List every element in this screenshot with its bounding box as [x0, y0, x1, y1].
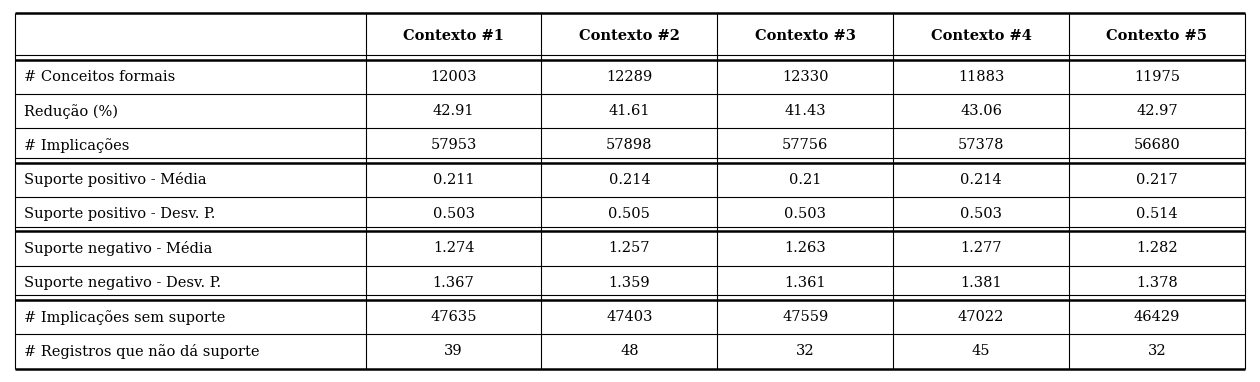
Text: 0.503: 0.503: [960, 207, 1002, 221]
Text: 42.91: 42.91: [432, 104, 474, 118]
Text: 12289: 12289: [606, 70, 653, 84]
Text: 47559: 47559: [782, 310, 828, 324]
Text: Suporte negativo - Desv. P.: Suporte negativo - Desv. P.: [24, 276, 220, 290]
Text: 57378: 57378: [958, 138, 1004, 152]
Text: 0.211: 0.211: [432, 173, 474, 187]
Text: 0.514: 0.514: [1137, 207, 1178, 221]
Text: 57898: 57898: [606, 138, 653, 152]
Text: 46429: 46429: [1134, 310, 1181, 324]
Text: 0.214: 0.214: [960, 173, 1002, 187]
Text: 1.361: 1.361: [785, 276, 827, 290]
Text: # Registros que não dá suporte: # Registros que não dá suporte: [24, 344, 260, 359]
Text: 47403: 47403: [606, 310, 653, 324]
Text: 11975: 11975: [1134, 70, 1179, 84]
Text: 0.505: 0.505: [609, 207, 650, 221]
Text: Suporte positivo - Desv. P.: Suporte positivo - Desv. P.: [24, 207, 215, 221]
Text: 42.97: 42.97: [1137, 104, 1178, 118]
Text: 0.217: 0.217: [1137, 173, 1178, 187]
Text: 1.381: 1.381: [960, 276, 1002, 290]
Text: 56680: 56680: [1134, 138, 1181, 152]
Text: 47022: 47022: [958, 310, 1004, 324]
Text: 32: 32: [796, 345, 814, 358]
Text: Suporte negativo - Média: Suporte negativo - Média: [24, 241, 213, 256]
Text: 0.503: 0.503: [432, 207, 475, 221]
Text: 1.378: 1.378: [1137, 276, 1178, 290]
Text: 41.43: 41.43: [785, 104, 827, 118]
Text: 12003: 12003: [430, 70, 476, 84]
Text: 32: 32: [1148, 345, 1167, 358]
Text: # Conceitos formais: # Conceitos formais: [24, 70, 175, 84]
Text: # Implicações sem suporte: # Implicações sem suporte: [24, 310, 226, 325]
Text: 45: 45: [971, 345, 990, 358]
Text: Contexto #4: Contexto #4: [931, 29, 1032, 44]
Text: 0.21: 0.21: [789, 173, 822, 187]
Text: 0.214: 0.214: [609, 173, 650, 187]
Text: Contexto #2: Contexto #2: [578, 29, 680, 44]
Text: 43.06: 43.06: [960, 104, 1002, 118]
Text: 41.61: 41.61: [609, 104, 650, 118]
Text: Contexto #5: Contexto #5: [1106, 29, 1207, 44]
Text: 1.359: 1.359: [609, 276, 650, 290]
Text: 1.277: 1.277: [960, 241, 1002, 256]
Text: Redução (%): Redução (%): [24, 104, 118, 118]
Text: 1.282: 1.282: [1137, 241, 1178, 256]
Text: 48: 48: [620, 345, 639, 358]
Text: 57756: 57756: [782, 138, 828, 152]
Text: 1.274: 1.274: [432, 241, 474, 256]
Text: 47635: 47635: [430, 310, 476, 324]
Text: Suporte positivo - Média: Suporte positivo - Média: [24, 172, 207, 187]
Text: 57953: 57953: [431, 138, 476, 152]
Text: Contexto #3: Contexto #3: [755, 29, 856, 44]
Text: 1.257: 1.257: [609, 241, 650, 256]
Text: 12330: 12330: [782, 70, 829, 84]
Text: 1.367: 1.367: [432, 276, 475, 290]
Text: Contexto #1: Contexto #1: [403, 29, 504, 44]
Text: 39: 39: [445, 345, 462, 358]
Text: 1.263: 1.263: [785, 241, 827, 256]
Text: 0.503: 0.503: [784, 207, 827, 221]
Text: # Implicações: # Implicações: [24, 138, 130, 153]
Text: 11883: 11883: [958, 70, 1004, 84]
